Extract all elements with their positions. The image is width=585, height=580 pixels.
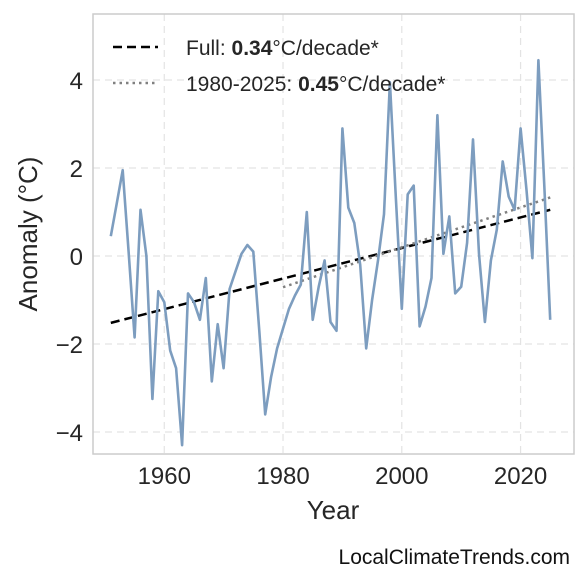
y-tick-label: 2 xyxy=(70,156,83,183)
y-tick-label: 4 xyxy=(70,68,83,95)
legend-label: Full: 0.34°C/decade* xyxy=(186,37,379,60)
source-label: LocalClimateTrends.com xyxy=(338,546,570,569)
x-tick-label: 1960 xyxy=(138,463,191,490)
x-tick-label: 2000 xyxy=(375,463,428,490)
y-tick-label: −4 xyxy=(56,420,83,447)
plot-frame xyxy=(92,13,575,455)
y-tick-label: −2 xyxy=(56,332,83,359)
legend-suffix: °C/decade* xyxy=(272,37,378,60)
legend-value: 0.45 xyxy=(298,73,339,96)
y-ticks: −4 −2 0 2 4 xyxy=(56,68,83,447)
x-axis-label: Year xyxy=(307,495,360,525)
series-layer xyxy=(109,58,552,447)
y-tick-label: 0 xyxy=(70,244,83,271)
x-tick-label: 2020 xyxy=(494,463,547,490)
legend: Full: 0.34°C/decade*1980-2025: 0.45°C/de… xyxy=(113,37,445,96)
legend-suffix: °C/decade* xyxy=(339,73,445,96)
y-axis-label: Anomaly (°C) xyxy=(13,157,43,312)
legend-value: 0.34 xyxy=(232,37,273,60)
series-line xyxy=(109,58,552,447)
legend-prefix: 1980-2025: xyxy=(186,73,298,96)
grid xyxy=(93,14,574,454)
trendline-dotted xyxy=(282,196,551,289)
x-ticks: 1960 1980 2000 2020 xyxy=(138,463,548,490)
x-tick-label: 1980 xyxy=(256,463,309,490)
legend-prefix: Full: xyxy=(186,37,232,60)
legend-label: 1980-2025: 0.45°C/decade* xyxy=(186,73,445,96)
plot-background xyxy=(93,14,574,454)
